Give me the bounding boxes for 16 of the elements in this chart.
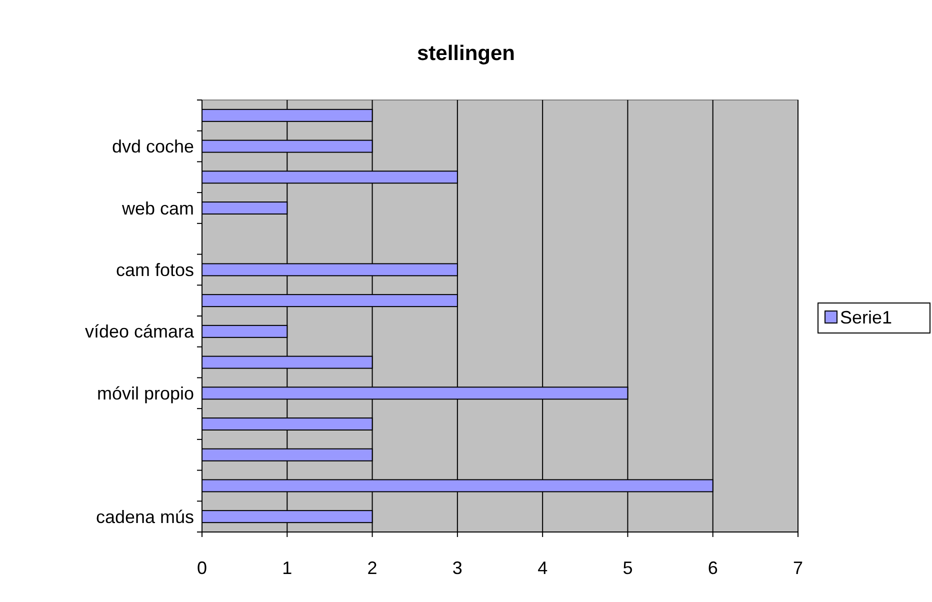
- y-tick-label: web cam: [120, 198, 194, 218]
- y-tick-label: dvd coche: [112, 136, 194, 157]
- y-tick-label: vídeo cámara: [84, 322, 195, 342]
- x-tick-label: 4: [538, 558, 548, 578]
- chart-title: stellingen: [416, 42, 516, 65]
- x-tick-label: 7: [792, 558, 804, 578]
- x-tick-label: 1: [282, 558, 292, 578]
- x-tick-label: 0: [196, 558, 208, 578]
- x-tick-label: 3: [452, 558, 462, 578]
- y-tick-label: cadena mús: [96, 506, 194, 527]
- x-tick-label: 2: [367, 558, 378, 578]
- x-tick-label: 5: [622, 558, 633, 578]
- y-tick-label: móvil propio: [96, 383, 194, 404]
- legend-label: Serie1: [840, 307, 892, 328]
- x-tick-label: 6: [708, 558, 718, 578]
- y-tick-label: cam fotos: [116, 260, 194, 280]
